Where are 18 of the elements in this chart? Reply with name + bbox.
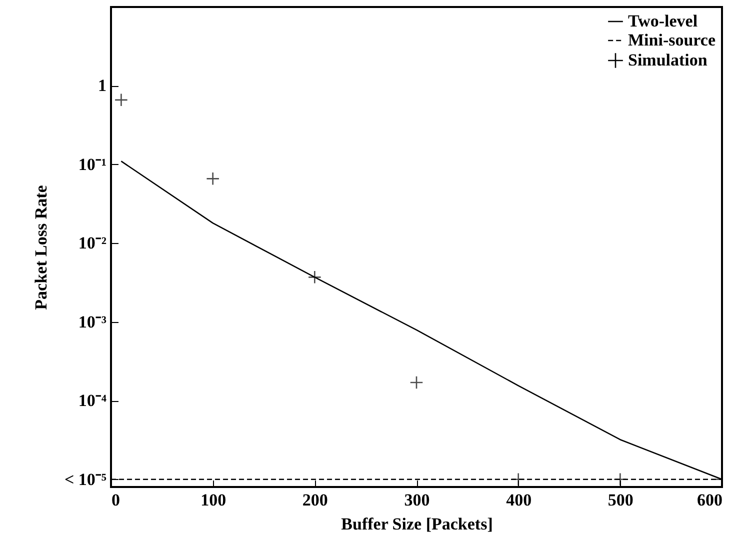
y-tick-label: < 10⁻⁵ (64, 470, 106, 489)
y-tick-label: 10⁻⁴ (78, 391, 106, 410)
y-tick-label: 1 (98, 76, 106, 96)
x-tick-label: 600 (697, 490, 722, 510)
x-tick-label: 500 (608, 490, 634, 510)
x-tick-label: 300 (404, 490, 430, 510)
y-axis-title: Packet Loss Rate (31, 184, 50, 310)
x-tick-label: 400 (506, 490, 532, 510)
x-tick-label: 200 (302, 490, 328, 510)
x-axis-title: Buffer Size [Packets] (341, 514, 493, 534)
y-tick-label: 10⁻³ (78, 312, 106, 332)
x-tick-label: 100 (200, 490, 226, 510)
y-tick-label: 10⁻² (78, 234, 106, 253)
legend-label: Mini-source (628, 30, 716, 50)
x-tick-label: 0 (112, 490, 120, 510)
legend-label: Simulation (628, 50, 708, 70)
y-tick-label: 10⁻¹ (78, 154, 106, 174)
legend-label: Two-level (628, 12, 698, 30)
